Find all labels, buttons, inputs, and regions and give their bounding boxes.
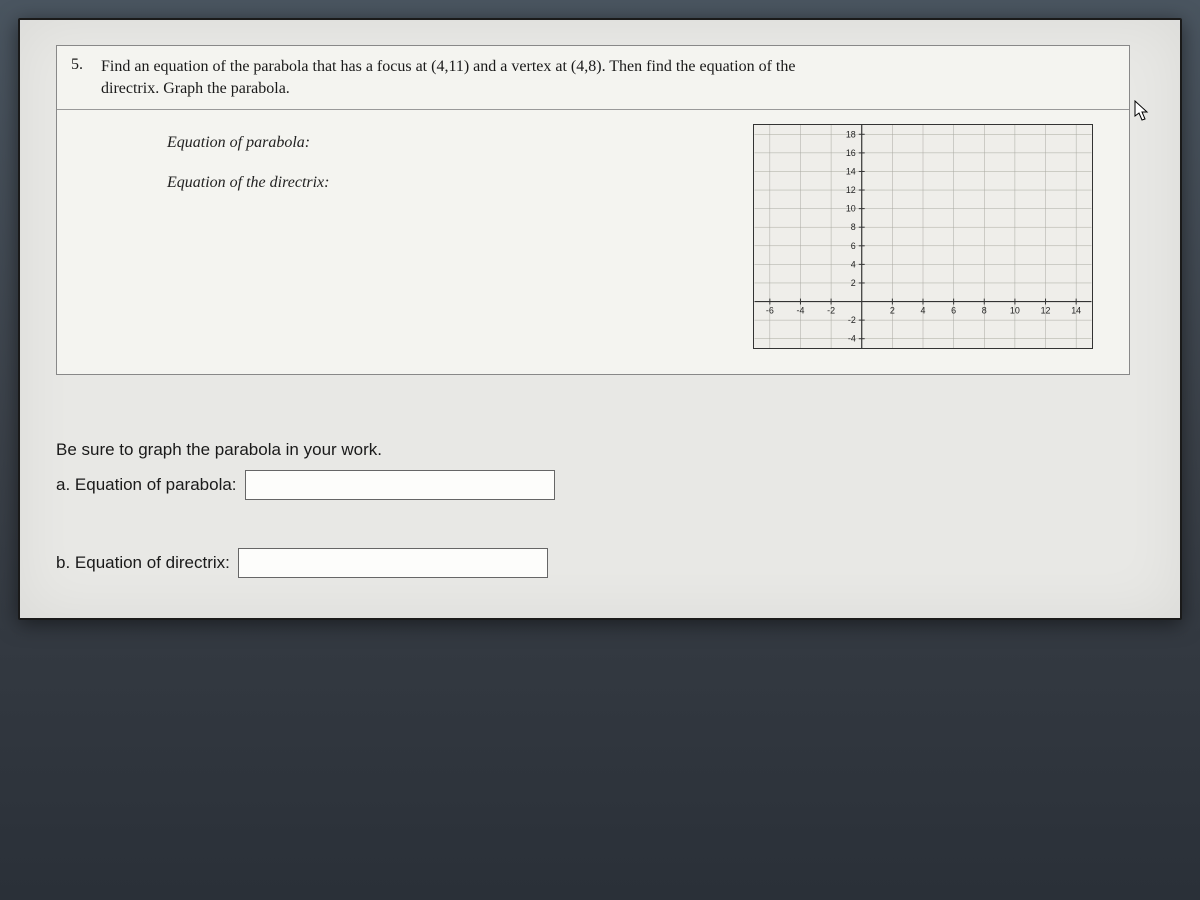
svg-text:-4: -4: [797, 305, 805, 315]
svg-text:8: 8: [851, 222, 856, 232]
svg-text:14: 14: [1071, 305, 1081, 315]
svg-text:10: 10: [846, 203, 856, 213]
svg-text:8: 8: [982, 305, 987, 315]
svg-text:6: 6: [951, 305, 956, 315]
svg-text:10: 10: [1010, 305, 1020, 315]
svg-text:4: 4: [851, 259, 856, 269]
svg-text:6: 6: [851, 241, 856, 251]
answer-area: Be sure to graph the parabola in your wo…: [56, 440, 1130, 626]
parabola-equation-input[interactable]: [245, 470, 555, 500]
question-text: Find an equation of the parabola that ha…: [101, 56, 795, 101]
svg-text:2: 2: [851, 278, 856, 288]
answer-b-label: b. Equation of directrix:: [56, 553, 230, 573]
graph-instruction: Be sure to graph the parabola in your wo…: [56, 440, 1130, 460]
svg-text:14: 14: [846, 166, 856, 176]
problem-box: 5. Find an equation of the parabola that…: [56, 45, 1130, 375]
answer-a-label: a. Equation of parabola:: [56, 475, 237, 495]
mouse-cursor-icon: [1134, 100, 1150, 122]
problem-header: 5. Find an equation of the parabola that…: [57, 46, 1129, 110]
svg-text:12: 12: [1041, 305, 1051, 315]
svg-text:-4: -4: [848, 333, 856, 343]
coordinate-grid-svg: -6 -4 -2 2 4 6 8 10 12 14 2 4 6 8 10 12 14 16 18 -2 -4: [754, 125, 1092, 348]
graph-grid: -6 -4 -2 2 4 6 8 10 12 14 2 4 6 8 10 12 14 16 18 -2 -4: [753, 124, 1093, 349]
problem-body: Equation of parabola: Equation of the di…: [57, 110, 1129, 380]
svg-text:12: 12: [846, 185, 856, 195]
equation-labels: Equation of parabola: Equation of the di…: [167, 134, 329, 214]
svg-text:-2: -2: [848, 315, 856, 325]
directrix-equation-input[interactable]: [238, 548, 548, 578]
question-number: 5.: [71, 56, 101, 101]
svg-text:4: 4: [921, 305, 926, 315]
svg-text:-6: -6: [766, 305, 774, 315]
answer-row-a: a. Equation of parabola:: [56, 470, 1130, 500]
answer-row-b: b. Equation of directrix:: [56, 548, 1130, 578]
directrix-label: Equation of the directrix:: [167, 174, 329, 192]
svg-text:-2: -2: [827, 305, 835, 315]
parabola-label: Equation of parabola:: [167, 134, 329, 152]
svg-text:18: 18: [846, 129, 856, 139]
worksheet-frame: 5. Find an equation of the parabola that…: [18, 18, 1182, 620]
svg-text:2: 2: [890, 305, 895, 315]
svg-text:16: 16: [846, 148, 856, 158]
